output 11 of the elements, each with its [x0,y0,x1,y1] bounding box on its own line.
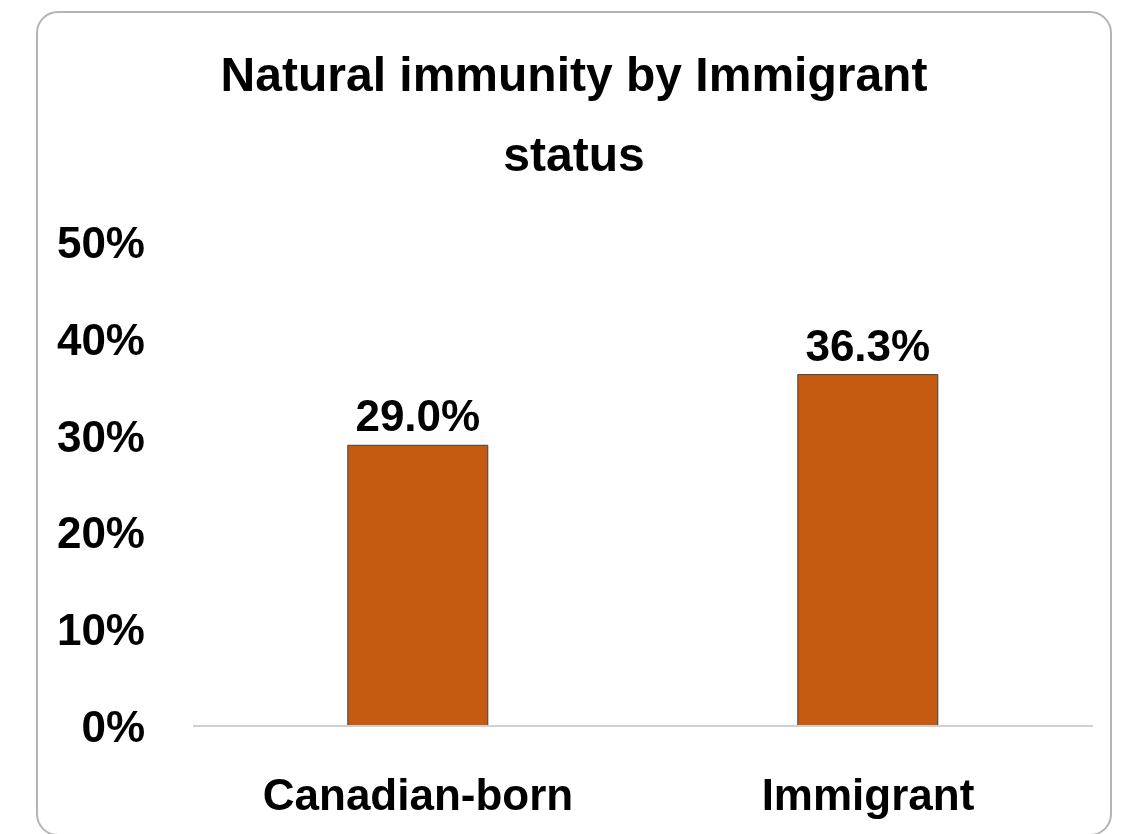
y-tick-label: 10% [56,604,145,654]
data-label: 29.0% [355,391,481,441]
y-tick-label: 30% [56,411,145,461]
y-tick-label: 0% [81,701,145,751]
y-tick-label: 50% [56,217,145,267]
data-label: 36.3% [805,320,931,370]
chart-title: Natural immunity by Immigrant status [219,47,929,183]
y-tick-label: 20% [56,507,145,557]
y-tick-label: 40% [56,314,145,364]
x-tick-label: Immigrant [761,770,975,819]
x-tick-label: Canadian-born [262,770,574,819]
